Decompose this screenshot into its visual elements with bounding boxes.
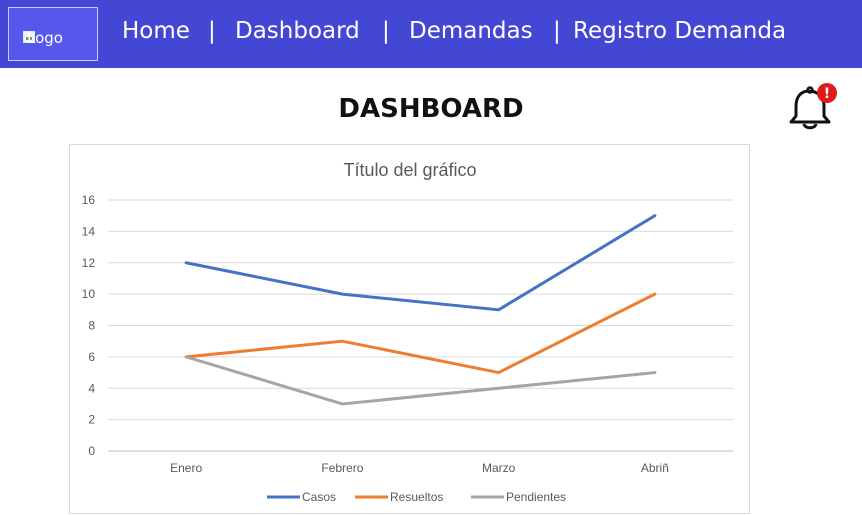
page-title: DASHBOARD [338, 94, 524, 124]
notifications-button[interactable]: ! [786, 82, 837, 132]
y-tick-label: 2 [88, 413, 95, 427]
notification-badge: ! [817, 83, 837, 103]
nav-registro-demanda-label[interactable]: Registro Demanda [573, 18, 787, 44]
nav-separator: | [208, 18, 216, 44]
legend-label: Resueltos [390, 490, 443, 504]
y-tick-label: 4 [88, 381, 95, 395]
chart-svg: Título del gráfico 0 2 4 6 8 10 12 14 16 Enero Fe… [82, 160, 733, 504]
x-tick-label: Abriñ [641, 461, 669, 475]
nav-registro-demanda[interactable]: Registro Demanda [573, 14, 786, 48]
y-tick-label: 14 [82, 224, 96, 238]
x-tick-label: Febrero [321, 461, 363, 475]
series-line-pendientes [184, 355, 657, 406]
legend-label: Pendientes [506, 490, 566, 504]
nav-dashboard-label[interactable]: Dashboard [235, 18, 360, 44]
series-line-casos [184, 214, 657, 312]
nav-separator: | [553, 18, 561, 44]
line-chart: Título del gráfico 0 2 4 6 8 10 12 14 16 Enero Fe… [69, 144, 750, 514]
y-tick-label: 0 [88, 444, 95, 458]
logo-alt-text: Logo [27, 29, 63, 47]
badge-symbol: ! [824, 86, 830, 102]
nav-separator: | [382, 18, 390, 44]
broken-image-icon [23, 31, 35, 43]
logo[interactable]: Logo [8, 7, 98, 61]
chart-title: Título del gráfico [343, 160, 476, 180]
y-tick-label: 8 [88, 319, 95, 333]
series-line-resueltos [184, 292, 657, 375]
nav-demandas-label[interactable]: Demandas [409, 18, 533, 44]
y-tick-label: 10 [82, 287, 96, 301]
x-tick-label: Enero [170, 461, 202, 475]
y-tick-label: 6 [88, 350, 95, 364]
legend-label: Casos [302, 490, 336, 504]
nav-dashboard[interactable]: Dashboard [235, 14, 360, 48]
nav-home-label[interactable]: Home [122, 18, 190, 44]
top-navbar: Logo Home | Dashboard | Demandas | Regis… [0, 0, 862, 68]
y-tick-label: 12 [82, 256, 96, 270]
x-tick-label: Marzo [482, 461, 516, 475]
nav-demandas[interactable]: Demandas [409, 14, 533, 48]
y-tick-label: 16 [82, 193, 96, 207]
nav-home[interactable]: Home [122, 14, 190, 48]
